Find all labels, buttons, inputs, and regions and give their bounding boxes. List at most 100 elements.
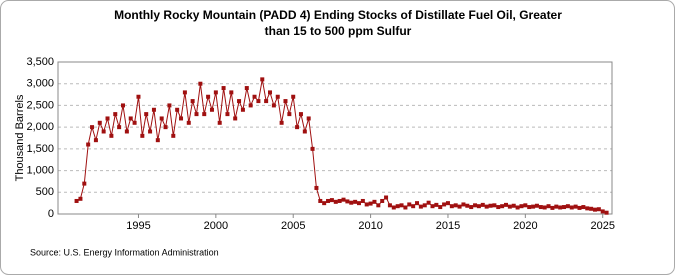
point — [503, 202, 508, 207]
point — [384, 195, 389, 200]
point — [101, 129, 106, 134]
point — [469, 205, 474, 210]
point — [492, 203, 497, 208]
point — [291, 94, 296, 99]
point — [415, 201, 420, 206]
point — [531, 204, 536, 209]
y-axis-title: Thousand Barrels — [14, 94, 26, 181]
point — [221, 86, 226, 91]
point — [418, 204, 423, 209]
point — [333, 199, 338, 204]
point — [260, 77, 265, 82]
point — [542, 205, 547, 210]
point — [248, 103, 253, 108]
point — [426, 200, 431, 205]
point — [372, 199, 377, 204]
point — [322, 201, 327, 206]
point — [465, 203, 470, 208]
point — [194, 112, 199, 117]
point — [457, 204, 462, 209]
point — [527, 205, 532, 210]
point — [488, 203, 493, 208]
point — [140, 133, 145, 138]
point — [298, 112, 303, 117]
point — [403, 205, 408, 210]
point — [132, 120, 137, 125]
point — [453, 203, 458, 208]
point — [314, 185, 319, 190]
point — [345, 199, 350, 204]
point — [279, 120, 284, 125]
point — [264, 99, 269, 104]
point — [581, 205, 586, 210]
point — [202, 112, 207, 117]
point — [283, 99, 288, 104]
point — [190, 99, 195, 104]
y-tick-label: 3,000 — [26, 78, 54, 90]
point — [86, 142, 91, 147]
point — [74, 198, 79, 203]
point — [78, 196, 83, 201]
point — [592, 207, 597, 212]
point — [364, 202, 369, 207]
point — [554, 204, 559, 209]
point — [507, 204, 512, 209]
point — [225, 112, 230, 117]
point — [565, 204, 570, 209]
point — [124, 129, 129, 134]
point — [430, 204, 435, 209]
point — [500, 204, 505, 209]
x-tick-label: 2005 — [281, 220, 305, 232]
point — [577, 205, 582, 210]
point — [368, 201, 373, 206]
point — [353, 199, 358, 204]
point — [515, 205, 520, 210]
point — [151, 107, 156, 112]
point — [186, 120, 191, 125]
point — [476, 204, 481, 209]
point — [484, 204, 489, 209]
point — [209, 107, 214, 112]
point — [105, 116, 110, 121]
point — [461, 202, 466, 207]
point — [318, 198, 323, 203]
point — [268, 90, 273, 95]
point — [442, 202, 447, 207]
point — [395, 204, 400, 209]
point — [558, 205, 563, 210]
point — [445, 201, 450, 206]
y-tick-label: 0 — [48, 208, 54, 220]
point — [233, 116, 238, 121]
point — [449, 204, 454, 209]
point — [206, 94, 211, 99]
point — [90, 125, 95, 130]
point — [480, 202, 485, 207]
point — [511, 203, 516, 208]
point — [271, 103, 276, 108]
point — [213, 90, 218, 95]
point — [97, 120, 102, 125]
point — [167, 103, 172, 108]
point — [573, 204, 578, 209]
y-tick-label: 2,500 — [26, 99, 54, 111]
point — [144, 112, 149, 117]
point — [171, 133, 176, 138]
point — [550, 205, 555, 210]
point — [387, 203, 392, 208]
point — [329, 198, 334, 203]
y-tick-label: 500 — [36, 186, 54, 198]
point — [496, 205, 501, 210]
y-tick-label: 1,500 — [26, 143, 54, 155]
point — [306, 116, 311, 121]
point — [407, 202, 412, 207]
point — [326, 198, 331, 203]
y-tick-label: 3,500 — [26, 56, 54, 68]
point — [155, 138, 160, 143]
x-tick-label: 2015 — [436, 220, 460, 232]
x-tick-label: 2000 — [204, 220, 228, 232]
point — [244, 86, 249, 91]
x-tick-label: 1995 — [126, 220, 150, 232]
y-tick-label: 1,000 — [26, 164, 54, 176]
chart-title: Monthly Rocky Mountain (PADD 4) Ending S… — [114, 8, 562, 22]
point — [109, 133, 114, 138]
